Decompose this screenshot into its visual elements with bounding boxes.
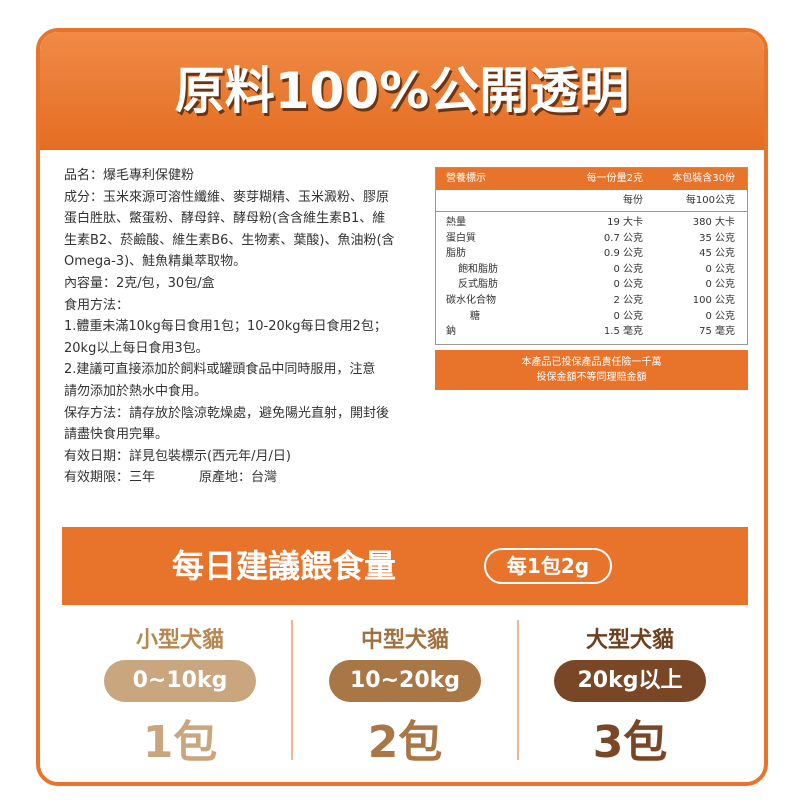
table-header: 營養標示 每一份量2克 本包裝含30份 — [436, 168, 747, 190]
group-range: 0~10kg — [104, 660, 256, 702]
info-line: 食用方法： — [64, 297, 130, 313]
table-row: 鈉 1.5 毫克 75 毫克 — [436, 324, 747, 339]
nutrition-table: 營養標示 每一份量2克 本包裝含30份每份 每100公克熱量 19 大卡 380 大卡蛋白… — [435, 167, 748, 345]
info-line: 蛋白胜肽、鱉蛋粉、酵母鋅、酵母粉(含含維生素B1、維 — [64, 211, 386, 227]
info-line: Omega-3)、鮭魚精巢萃取物。 — [64, 254, 247, 270]
per-serving: 1.5 毫克 — [603, 326, 643, 338]
info-line: 內容量：2克/包，30包/盒 — [64, 276, 215, 291]
header-title: 原料100%公開透明 — [174, 62, 630, 120]
feeding-badge: 每1包2g — [484, 548, 612, 584]
per-serving: 0 公克 — [613, 263, 643, 275]
table-row: 反式脂肪 0 公克 0 公克 — [436, 277, 747, 292]
frame: 原料100%公開透明 — [36, 28, 768, 786]
table-row: 熱量 19 大卡 380 大卡 — [436, 215, 747, 230]
per-serving: 2 公克 — [613, 295, 643, 306]
info-line: 請勿添加於熱水中食用。 — [64, 384, 208, 399]
feeding-title: 每日建議餵食量 — [172, 547, 397, 585]
per-serving: 0.7 公克 — [603, 232, 643, 244]
column-subheader: 每份 — [623, 195, 643, 206]
info-line: 原產地：台灣 — [199, 470, 278, 486]
per-serving: 19 大卡 — [607, 217, 643, 228]
nutrient: 反式脂肪 — [458, 279, 498, 291]
table-subheader: 每份 每100公克 — [436, 191, 747, 212]
info-line: 1.體重未滿10kg每日食用1包；10-20kg每日食用2包； — [64, 319, 387, 335]
info-line: 有效日期：詳見包裝標示(西元年/月/日) — [64, 448, 291, 464]
per-serving: 0 公克 — [613, 279, 643, 291]
note-line: 投保金額不等同理賠金額 — [536, 372, 647, 383]
nutrient: 蛋白質 — [446, 232, 476, 244]
info-line: 品名：爆毛專利保健粉 — [64, 168, 195, 183]
group-amount: 1包 — [142, 717, 218, 768]
per-100g: 35 公克 — [699, 232, 735, 244]
per-100g: 45 公克 — [699, 248, 735, 260]
nutrient: 鈉 — [446, 326, 456, 338]
info-line: 保存方法：請存放於陰涼乾燥處，避免陽光直射，開封後 — [64, 405, 390, 421]
per-serving: 0.9 公克 — [603, 248, 643, 260]
header-band — [40, 32, 764, 150]
info-line: 生素B2、菸鹼酸、維生素B6、生物素、葉酸)、魚油粉(含 — [64, 232, 395, 248]
divider — [517, 620, 519, 760]
column-header: 每一份量2克 — [586, 173, 643, 184]
info-line: 20kg以上每日食用3包。 — [64, 340, 209, 356]
group-amount: 2包 — [367, 717, 443, 768]
group-name: 小型犬貓 — [135, 628, 224, 653]
table-title: 營養標示 — [446, 173, 486, 184]
table-row: 糖 0 公克 0 公克 — [436, 309, 747, 324]
insurance-note: 本產品已投保產品責任險一千萬 投保金額不等同理賠金額 — [435, 350, 748, 390]
info-line: 2.建議可直接添加於飼料或罐頭食品中同時服用，注意 — [64, 362, 376, 378]
group-range: 20kg以上 — [554, 660, 706, 702]
table-row: 脂肪 0.9 公克 45 公克 — [436, 246, 747, 261]
per-100g: 75 毫克 — [699, 326, 735, 338]
table-row: 蛋白質 0.7 公克 35 公克 — [436, 231, 747, 246]
nutrient: 碳水化合物 — [446, 295, 496, 306]
column-subheader: 每100公克 — [685, 195, 735, 206]
nutrient: 熱量 — [446, 217, 466, 228]
nutrient: 脂肪 — [446, 248, 466, 260]
feeding-band — [62, 527, 748, 605]
group-amount: 3包 — [592, 717, 668, 768]
nutrient: 糖 — [470, 310, 480, 322]
info-line: 成分：玉米來源可溶性纖維、麥芽糊精、玉米澱粉、膠原 — [64, 189, 390, 205]
per-100g: 0 公克 — [705, 279, 735, 291]
column-header: 本包裝含30份 — [672, 173, 735, 184]
divider — [291, 620, 293, 760]
table-row: 飽和脂肪 0 公克 0 公克 — [436, 262, 747, 277]
nutrient: 飽和脂肪 — [458, 263, 498, 275]
table-row: 碳水化合物 2 公克 100 公克 — [436, 293, 747, 308]
note-line: 本產品已投保產品責任險一千萬 — [521, 357, 662, 368]
group-name: 中型犬貓 — [360, 628, 449, 653]
per-100g: 0 公克 — [705, 310, 735, 322]
info-line: 請盡快食用完畢。 — [64, 427, 169, 443]
group-name: 大型犬貓 — [585, 628, 674, 653]
per-100g: 0 公克 — [705, 263, 735, 275]
group-range: 10~20kg — [329, 660, 481, 702]
info-line: 有效期限：三年 — [64, 470, 156, 486]
per-100g: 380 大卡 — [692, 217, 735, 228]
per-100g: 100 公克 — [692, 295, 735, 306]
per-serving: 0 公克 — [613, 310, 643, 322]
